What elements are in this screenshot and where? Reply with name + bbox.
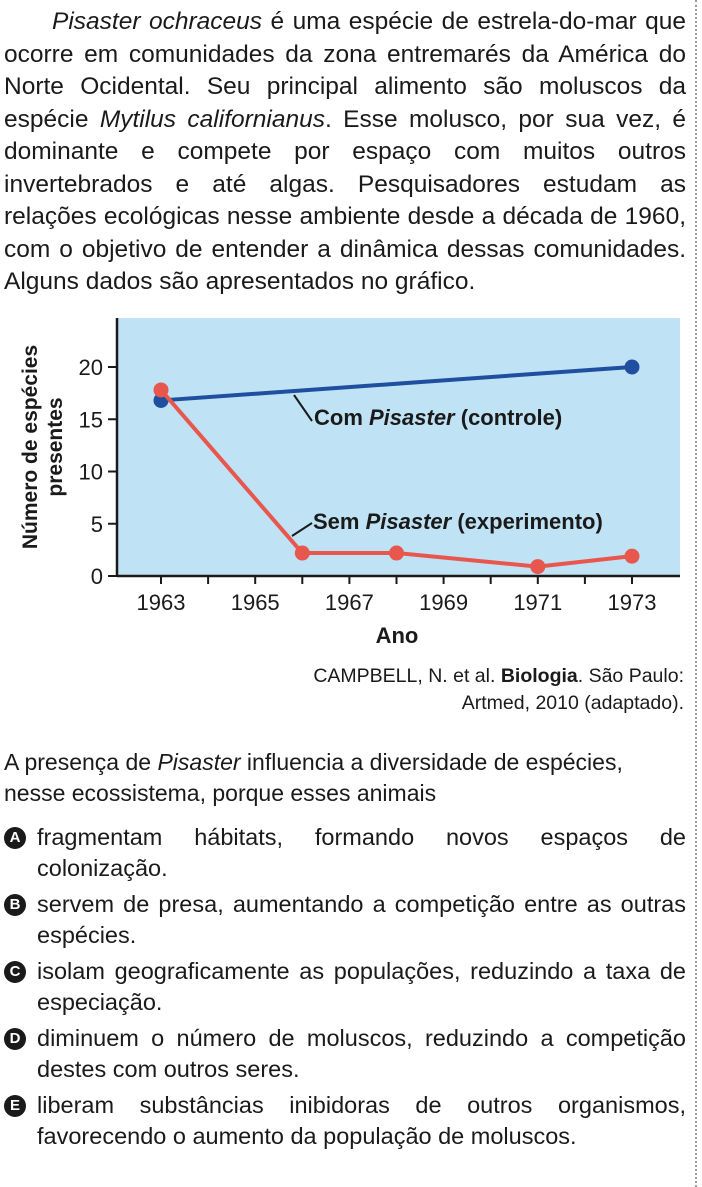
x-tick-label-1965: 1965 xyxy=(231,590,280,615)
option-d-letter-icon: D xyxy=(4,1028,26,1050)
option-b-text: servem de presa, aumentando a competição… xyxy=(37,891,686,948)
passage-segment-2: . Esse molusco, por sua vez, é dominante… xyxy=(4,105,686,296)
option-e-letter-icon: E xyxy=(4,1095,26,1117)
series-0-point-1 xyxy=(624,359,640,375)
series-0-label: Com Pisaster (controle) xyxy=(314,405,562,430)
option-d-text: diminuem o número de moluscos, reduzindo… xyxy=(37,1025,686,1082)
series-0-leader-line xyxy=(293,394,313,422)
x-tick-label-1963: 1963 xyxy=(137,590,186,615)
series-1-point-2 xyxy=(389,545,404,561)
option-a-text: fragmentam hábitats, formando novos espa… xyxy=(37,824,686,881)
series-1-point-3 xyxy=(530,559,546,575)
y-tick-label-10: 10 xyxy=(79,460,103,485)
source-line-2: Artmed, 2010 (adaptado). xyxy=(461,692,684,714)
y-tick-label-0: 0 xyxy=(91,564,103,589)
passage-text: Pisaster ochraceus é uma espécie de estr… xyxy=(4,6,686,299)
series-0-line xyxy=(160,365,633,403)
x-axis-label: Ano xyxy=(376,623,419,648)
source-line-1: CAMPBELL, N. et al. Biologia. São Paulo: xyxy=(313,663,684,690)
series-labels: Com Pisaster (controle) Sem Pisaster (exp… xyxy=(291,394,603,537)
series-1-label: Sem Pisaster (experimento) xyxy=(313,509,603,534)
x-tick-label-1971: 1971 xyxy=(513,590,562,615)
passage-segment-1: é uma espécie de estrela-do-mar que ocor… xyxy=(4,8,686,133)
option-a-letter-icon: A xyxy=(4,827,26,849)
series-1-point-1 xyxy=(294,545,310,561)
question-stem: A presença de Pisaster influencia a dive… xyxy=(4,747,686,809)
option-b-letter-icon: B xyxy=(4,894,26,916)
x-tick-label-1969: 1969 xyxy=(419,590,468,615)
option-c-letter-icon: C xyxy=(4,961,26,983)
chart-series xyxy=(153,359,640,575)
species-line-chart: 0 5 10 15 20 1963 1965 1967 1969 1971 1973 Número … xyxy=(19,318,680,648)
x-tick-label-1967: 1967 xyxy=(325,590,374,615)
chart-axes: 0 5 10 15 20 1963 1965 1967 1969 1971 1973 xyxy=(79,318,680,615)
species-name-mytilus: Mytilus californianus xyxy=(99,105,325,133)
option-c-text: isolam geograficamente as populações, re… xyxy=(37,958,686,1015)
question-species: Pisaster xyxy=(157,749,241,775)
x-tick-label-1973: 1973 xyxy=(608,590,657,615)
source-citation: CAMPBELL, N. et al. Biologia. São Paulo:… xyxy=(313,663,684,717)
plot-background xyxy=(117,318,680,576)
source-city: . São Paulo: xyxy=(577,665,684,687)
source-authors: CAMPBELL, N. et al. xyxy=(313,665,501,687)
y-tick-label-15: 15 xyxy=(79,407,103,432)
y-axis-label: Número de espécies presentes xyxy=(19,345,67,549)
series-1-point-4 xyxy=(624,548,640,564)
species-name-pisaster: Pisaster ochraceus xyxy=(52,8,263,35)
question-segment-1: A presença de xyxy=(4,749,158,775)
y-tick-label-5: 5 xyxy=(91,512,103,537)
source-book-title: Biologia xyxy=(500,665,578,687)
series-1-point-0 xyxy=(153,382,169,398)
series-1-leader-line xyxy=(291,522,313,537)
page-margin-divider xyxy=(695,0,697,1187)
y-axis-label-line1: Número de espécies xyxy=(19,345,42,549)
y-axis-label-line2: presentes xyxy=(44,397,67,496)
y-tick-label-20: 20 xyxy=(79,355,103,380)
question-segment-2: influencia a diversidade de espécies, ne… xyxy=(4,749,623,806)
option-e-text: liberam substâncias inibidoras de outros… xyxy=(37,1092,686,1149)
